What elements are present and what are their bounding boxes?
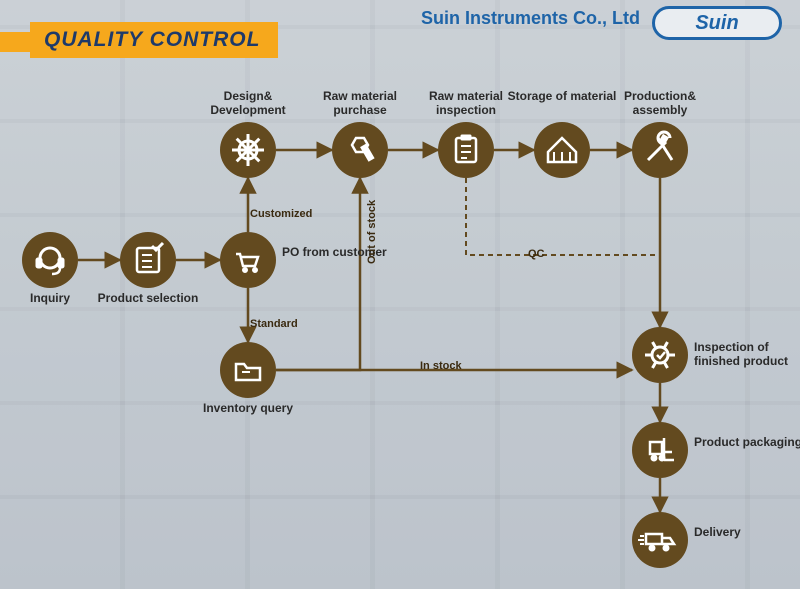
label-design: Design& Development: [193, 90, 303, 118]
node-inquiry: [22, 232, 78, 288]
label-rawbuy: Raw material purchase: [305, 90, 415, 118]
node-design: [220, 122, 276, 178]
label-pack: Product packaging: [694, 436, 800, 450]
label-inquiry: Inquiry: [0, 292, 105, 306]
node-storage: [534, 122, 590, 178]
edgelabel-po-invq: Standard: [250, 318, 298, 330]
edgelabel-rawinsp-finalinsp: QC: [528, 248, 545, 260]
node-rawinsp: [438, 122, 494, 178]
node-pack: [632, 422, 688, 478]
edgelabel-invq-rawbuy: Out of stock: [366, 200, 378, 264]
edgelabel-po-design: Customized: [250, 208, 312, 220]
diagram-canvas: QUALITY CONTROL Suin Instruments Co., Lt…: [0, 0, 800, 589]
node-invq: [220, 342, 276, 398]
label-finalinsp: Inspection of finished product: [694, 341, 800, 369]
label-invq: Inventory query: [193, 402, 303, 416]
node-finalinsp: [632, 327, 688, 383]
label-rawinsp: Raw material inspection: [411, 90, 521, 118]
edgelabel-invq-finalinsp: In stock: [420, 360, 462, 372]
node-po: [220, 232, 276, 288]
label-storage: Storage of material: [507, 90, 617, 104]
node-selection: [120, 232, 176, 288]
node-prod: [632, 122, 688, 178]
label-prod: Production& assembly: [605, 90, 715, 118]
node-rawbuy: [332, 122, 388, 178]
label-delivery: Delivery: [694, 526, 800, 540]
label-selection: Product selection: [93, 292, 203, 306]
node-delivery: [632, 512, 688, 568]
